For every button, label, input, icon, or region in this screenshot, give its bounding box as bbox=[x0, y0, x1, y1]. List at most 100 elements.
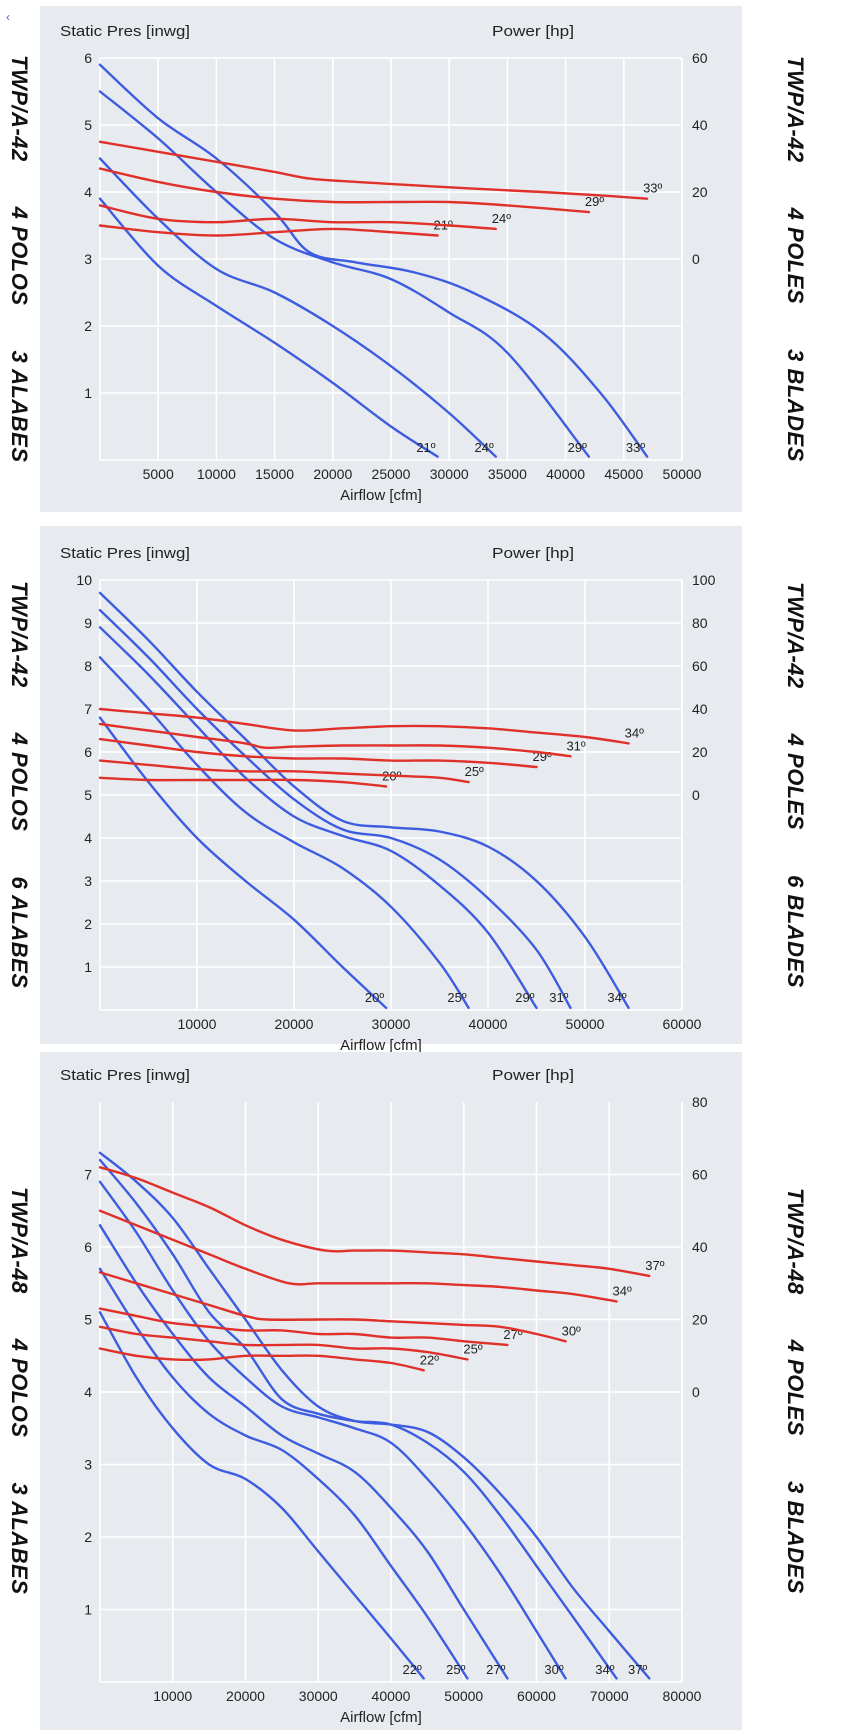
y-tick-label: 8 bbox=[84, 658, 92, 674]
y-tick-label: 5 bbox=[84, 117, 92, 133]
power-curve-label: 34º bbox=[613, 1283, 632, 1298]
x-tick-label: 60000 bbox=[663, 1016, 702, 1032]
y-tick-label: 4 bbox=[84, 184, 92, 200]
y-tick-label: 3 bbox=[84, 1457, 92, 1473]
left-axis-title: Static Pres [inwg] bbox=[60, 23, 190, 40]
pressure-curve-label: 22º bbox=[403, 1662, 422, 1677]
corner-mark: ‹ bbox=[6, 10, 10, 24]
pressure-curve-4 bbox=[98, 63, 649, 458]
power-curve-5 bbox=[98, 1209, 618, 1303]
left-side-label-3: TWP/A-48 4 POLOS 3 ALABES bbox=[7, 1187, 32, 1595]
pressure-curve-1 bbox=[98, 1311, 425, 1680]
pressure-curve-label: 25º bbox=[447, 990, 466, 1005]
power-curve-label: 29º bbox=[585, 194, 604, 209]
x-tick-label: 10000 bbox=[197, 466, 236, 482]
power-curve-5 bbox=[98, 707, 630, 745]
y-tick-label: 7 bbox=[84, 1167, 92, 1183]
x-tick-label: 40000 bbox=[469, 1016, 508, 1032]
x-tick-label: 15000 bbox=[255, 466, 294, 482]
pressure-curve-label: 33º bbox=[626, 440, 645, 455]
power-tick-label: 60 bbox=[692, 658, 708, 674]
y-tick-label: 10 bbox=[76, 572, 92, 588]
pressure-curve-label: 30º bbox=[544, 1662, 563, 1677]
pressure-curve-4 bbox=[98, 608, 572, 1010]
y-tick-label: 6 bbox=[84, 744, 92, 760]
x-tick-label: 10000 bbox=[178, 1016, 217, 1032]
y-tick-label: 1 bbox=[84, 385, 92, 401]
x-tick-label: 20000 bbox=[313, 466, 352, 482]
pressure-curve-2 bbox=[98, 1267, 469, 1680]
power-curve-2 bbox=[98, 759, 470, 784]
y-tick-label: 4 bbox=[84, 830, 92, 846]
x-tick-label: 30000 bbox=[299, 1688, 338, 1704]
power-curve-label: 25º bbox=[465, 764, 484, 779]
x-tick-label: 80000 bbox=[663, 1688, 702, 1704]
power-curve-6 bbox=[98, 1166, 651, 1278]
x-axis-title: Airflow [cfm] bbox=[340, 487, 422, 504]
chart-panel-3: Static Pres [inwg] Power [hp] Airflow [cfm… bbox=[40, 1052, 742, 1730]
y-tick-label: 1 bbox=[84, 959, 92, 975]
left-axis-title: Static Pres [inwg] bbox=[60, 545, 190, 562]
power-curve-label: 37º bbox=[645, 1258, 664, 1273]
y-tick-label: 2 bbox=[84, 1529, 92, 1545]
pressure-curve-5 bbox=[98, 591, 630, 1010]
power-tick-label: 0 bbox=[692, 787, 700, 803]
x-tick-label: 50000 bbox=[566, 1016, 605, 1032]
pressure-curve-6 bbox=[98, 1151, 651, 1680]
y-tick-label: 5 bbox=[84, 1312, 92, 1328]
power-curve-1 bbox=[98, 1347, 425, 1372]
pressure-curve-4 bbox=[98, 1180, 567, 1680]
x-tick-label: 45000 bbox=[604, 466, 643, 482]
power-curve-label: 30º bbox=[562, 1323, 581, 1338]
power-curve-4 bbox=[98, 140, 649, 200]
x-tick-label: 5000 bbox=[143, 466, 174, 482]
pressure-curve-label: 29º bbox=[568, 440, 587, 455]
x-tick-label: 30000 bbox=[372, 1016, 411, 1032]
pressure-curve-label: 37º bbox=[628, 1662, 647, 1677]
power-tick-label: 20 bbox=[692, 184, 708, 200]
power-tick-label: 60 bbox=[692, 1167, 708, 1183]
power-tick-label: 80 bbox=[692, 1094, 708, 1110]
right-axis-title: Power [hp] bbox=[492, 1067, 574, 1084]
power-curve-4 bbox=[98, 722, 572, 758]
right-side-label-3: TWP/A-48 4 POLES 3 BLADES bbox=[783, 1188, 808, 1594]
pressure-curve-3 bbox=[98, 626, 538, 1010]
x-tick-label: 70000 bbox=[590, 1688, 629, 1704]
power-tick-label: 20 bbox=[692, 1312, 708, 1328]
x-tick-label: 20000 bbox=[275, 1016, 314, 1032]
pressure-curve-label: 34º bbox=[595, 1662, 614, 1677]
power-curve-label: 25º bbox=[463, 1341, 482, 1356]
pressure-curve-label: 29º bbox=[515, 990, 534, 1005]
pressure-curve-1 bbox=[98, 716, 388, 1010]
power-tick-label: 40 bbox=[692, 701, 708, 717]
power-tick-label: 100 bbox=[692, 572, 716, 588]
power-curve-1 bbox=[98, 224, 439, 237]
x-axis-title: Airflow [cfm] bbox=[340, 1709, 422, 1726]
pressure-curve-label: 27º bbox=[486, 1662, 505, 1677]
power-curve-2 bbox=[98, 1325, 469, 1361]
x-tick-label: 35000 bbox=[488, 466, 527, 482]
y-tick-label: 6 bbox=[84, 50, 92, 66]
power-curve-1 bbox=[98, 776, 388, 788]
right-side-label-1: TWP/A-42 4 POLES 3 BLADES bbox=[783, 56, 808, 462]
y-tick-label: 3 bbox=[84, 251, 92, 267]
power-curve-label: 24º bbox=[492, 211, 511, 226]
right-axis-title: Power [hp] bbox=[492, 23, 574, 40]
x-tick-label: 20000 bbox=[226, 1688, 265, 1704]
pressure-curve-2 bbox=[98, 656, 470, 1010]
x-tick-label: 40000 bbox=[546, 466, 585, 482]
x-tick-label: 40000 bbox=[372, 1688, 411, 1704]
y-tick-label: 2 bbox=[84, 318, 92, 334]
pressure-curve-label: 20º bbox=[365, 990, 384, 1005]
pressure-curve-label: 24º bbox=[475, 440, 494, 455]
y-tick-label: 6 bbox=[84, 1239, 92, 1255]
power-tick-label: 40 bbox=[692, 117, 708, 133]
power-curve-2 bbox=[98, 204, 497, 231]
power-tick-label: 0 bbox=[692, 1384, 700, 1400]
left-side-label-2: TWP/A-42 4 POLOS 6 ALABES bbox=[7, 581, 32, 989]
pressure-curve-label: 25º bbox=[446, 1662, 465, 1677]
power-curve-label: 34º bbox=[625, 725, 644, 740]
right-side-label-2: TWP/A-42 4 POLES 6 BLADES bbox=[783, 582, 808, 988]
y-tick-label: 2 bbox=[84, 916, 92, 932]
pressure-curve-label: 34º bbox=[607, 990, 626, 1005]
